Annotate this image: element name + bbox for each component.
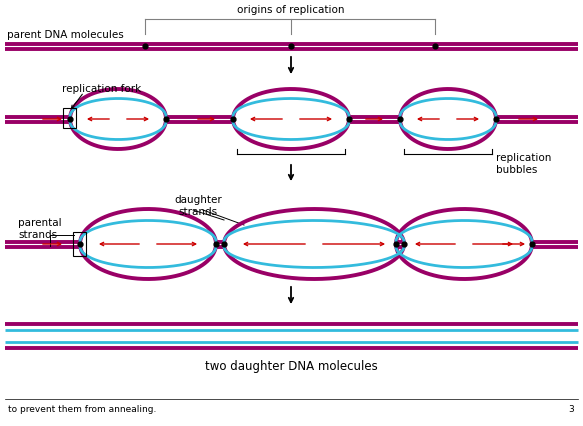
Bar [73, 233, 86, 256]
Text: two daughter DNA molecules: two daughter DNA molecules [205, 359, 377, 372]
Text: parental
strands: parental strands [18, 218, 62, 239]
Text: daughter
strands: daughter strands [174, 195, 222, 216]
Text: 3: 3 [568, 404, 574, 413]
Text: replication fork: replication fork [62, 84, 141, 94]
Text: parent DNA molecules: parent DNA molecules [7, 30, 124, 40]
Text: origins of replication: origins of replication [237, 5, 345, 15]
Bar [63, 109, 76, 129]
Text: replication
bubbles: replication bubbles [496, 153, 552, 174]
Text: to prevent them from annealing.: to prevent them from annealing. [8, 404, 156, 413]
